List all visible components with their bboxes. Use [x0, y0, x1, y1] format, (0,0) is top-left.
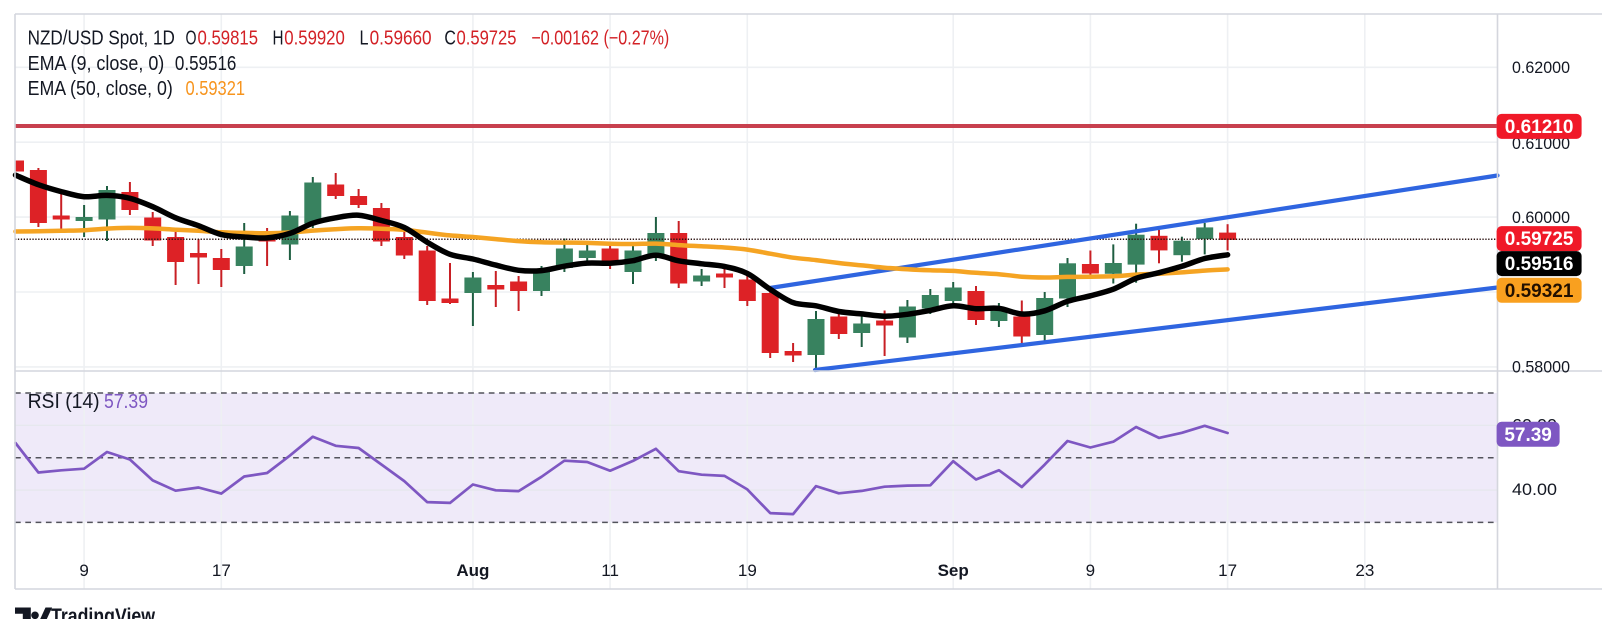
- svg-text:11: 11: [601, 561, 619, 580]
- svg-text:57.39: 57.39: [104, 391, 148, 413]
- svg-text:EMA (50, close, 0): EMA (50, close, 0): [28, 78, 173, 100]
- svg-text:TradingView: TradingView: [51, 605, 156, 619]
- svg-text:O: O: [186, 28, 197, 50]
- svg-text:19: 19: [738, 561, 757, 580]
- svg-text:9: 9: [1086, 561, 1095, 580]
- svg-text:Sep: Sep: [938, 561, 969, 580]
- svg-text:0.59321: 0.59321: [186, 78, 246, 100]
- svg-text:0.59725: 0.59725: [1505, 229, 1574, 250]
- svg-text:0.58000: 0.58000: [1512, 358, 1570, 377]
- svg-text:0.59516: 0.59516: [175, 53, 237, 75]
- svg-text:9: 9: [79, 561, 88, 580]
- svg-text:Aug: Aug: [456, 561, 489, 580]
- svg-text:23: 23: [1355, 561, 1374, 580]
- svg-text:17: 17: [212, 561, 231, 580]
- svg-text:−0.00162 (−0.27%): −0.00162 (−0.27%): [531, 28, 669, 50]
- svg-text:0.59920: 0.59920: [284, 28, 345, 50]
- svg-text:0.59725: 0.59725: [457, 28, 517, 50]
- svg-text:17: 17: [1218, 561, 1237, 580]
- svg-text:L: L: [360, 28, 369, 50]
- svg-text:RSI (14): RSI (14): [28, 391, 100, 413]
- svg-text:0.61210: 0.61210: [1505, 117, 1574, 138]
- svg-text:H: H: [273, 28, 284, 50]
- svg-text:EMA (9, close, 0): EMA (9, close, 0): [28, 53, 165, 75]
- svg-text:0.59321: 0.59321: [1505, 281, 1574, 302]
- svg-text:57.39: 57.39: [1504, 425, 1552, 446]
- svg-text:0.59815: 0.59815: [198, 28, 259, 50]
- svg-text:NZD/USD Spot, 1D: NZD/USD Spot, 1D: [28, 28, 175, 50]
- svg-text:0.59660: 0.59660: [370, 28, 432, 50]
- svg-text:0.62000: 0.62000: [1512, 58, 1570, 77]
- svg-text:0.60000: 0.60000: [1512, 208, 1570, 227]
- svg-text:40.00: 40.00: [1512, 480, 1557, 499]
- svg-text:C: C: [444, 28, 456, 50]
- svg-text:0.61000: 0.61000: [1512, 134, 1570, 153]
- svg-text:0.59516: 0.59516: [1505, 254, 1574, 275]
